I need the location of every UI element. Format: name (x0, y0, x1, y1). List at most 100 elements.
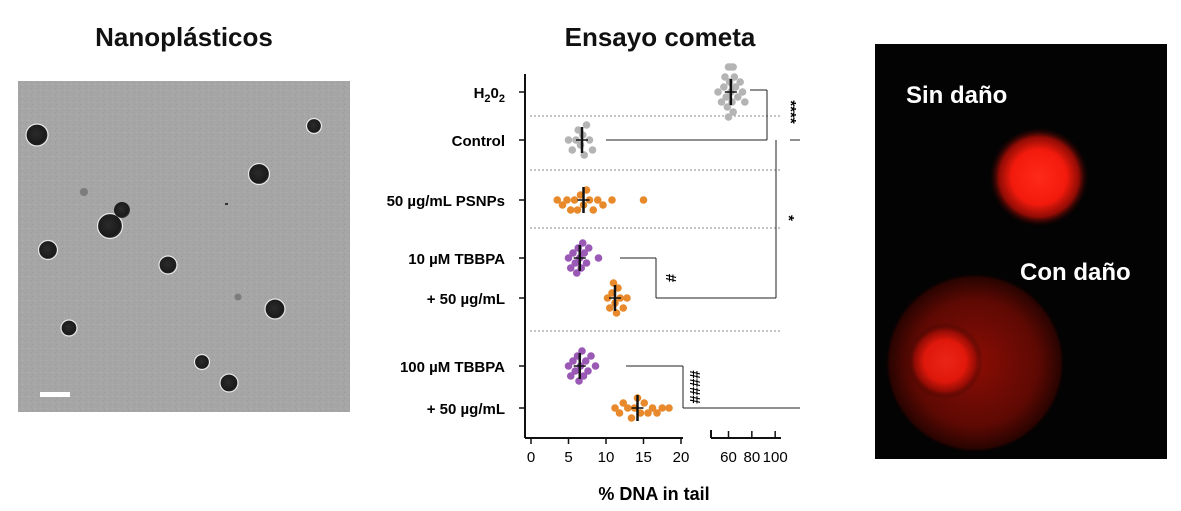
data-point (623, 294, 631, 302)
chart-title: Ensayo cometa (564, 22, 756, 52)
nanoparticle (25, 123, 49, 147)
comet-nuclei (885, 127, 1089, 453)
data-point (571, 367, 580, 375)
data-point (589, 206, 598, 214)
data-point (734, 93, 742, 101)
category-label: + 50 µg/mL (427, 401, 505, 418)
data-point (569, 357, 577, 365)
undamaged-nucleus (989, 127, 1089, 227)
category-label: + 50 µg/mL (427, 291, 505, 308)
data-point (587, 352, 595, 360)
nanoparticle (247, 162, 271, 186)
data-point (714, 88, 722, 96)
data-point (603, 294, 612, 302)
data-point (644, 409, 652, 417)
x-tick-label: 0 (527, 449, 535, 466)
data-point (584, 244, 593, 252)
data-point (615, 409, 624, 417)
x-tick-label: 100 (763, 449, 788, 466)
data-point (568, 146, 577, 154)
data-point (639, 196, 648, 204)
category-label: 10 µM TBBPA (408, 251, 505, 268)
data-point (564, 254, 573, 262)
data-point (608, 196, 616, 204)
data-point (730, 73, 739, 81)
nanoparticle (37, 239, 59, 261)
data-point (578, 239, 587, 247)
damaged-label: Con daño (1020, 259, 1131, 286)
data-point (623, 404, 632, 412)
x-axis-label: % DNA in tail (598, 484, 709, 504)
nanoparticle (158, 255, 178, 275)
data-point (580, 249, 589, 257)
data-point (575, 377, 583, 385)
nanoparticles (25, 117, 323, 393)
data-point (619, 399, 628, 407)
tem-particles (18, 81, 350, 412)
data-point (579, 372, 588, 380)
data-point (736, 78, 744, 86)
data-point (584, 367, 592, 375)
data-point (571, 259, 580, 267)
data-point (588, 146, 597, 154)
x-tick-label: 15 (635, 449, 652, 466)
x-tick-label: 60 (720, 449, 737, 466)
fluorescence-comet-image: Sin daño Con daño (875, 44, 1167, 459)
x-axis: % DNA in tail 0 5 10 15 20 60 80 100 (519, 74, 788, 504)
x-tick-label: 80 (743, 449, 760, 466)
data-point (605, 304, 614, 312)
data-point (578, 347, 586, 355)
significance-mark: **** (782, 100, 799, 124)
undamaged-label: Sin daño (906, 82, 1008, 109)
data-point (731, 83, 740, 91)
data-points (553, 63, 749, 422)
nanoparticle (96, 212, 124, 240)
category-label: Control (452, 133, 505, 150)
significance-annotations: ********##### (606, 89, 800, 409)
data-point (648, 404, 657, 412)
significance-mark: # (662, 274, 679, 283)
data-point (558, 201, 567, 209)
data-point (569, 249, 577, 257)
data-point (593, 196, 602, 204)
data-point (724, 113, 733, 121)
data-point (611, 404, 619, 412)
data-point (563, 196, 571, 204)
nanoparticle (305, 117, 323, 135)
data-point (591, 362, 600, 370)
data-point (564, 362, 573, 370)
data-point (566, 372, 575, 380)
data-point (566, 206, 575, 214)
data-point (585, 136, 594, 144)
data-point (582, 121, 591, 129)
tem-micrograph (18, 81, 350, 412)
data-point (627, 414, 636, 422)
data-point (582, 259, 591, 267)
data-point (619, 304, 628, 312)
nanoparticle (114, 202, 130, 218)
data-point (720, 83, 728, 91)
data-point (738, 88, 747, 96)
nanoparticle (60, 319, 78, 337)
category-rows: H202 Control 50 µg/mL PSNPs 10 µM TBBPA + 50… (387, 85, 780, 418)
tem-panel-title: Nanoplásticos (95, 22, 273, 52)
data-point (599, 201, 607, 209)
data-point (665, 404, 673, 412)
comet-assay-chart: % DNA in tail 0 5 10 15 20 60 80 100 H202 Contro… (387, 63, 800, 504)
scale-bar (40, 392, 70, 397)
data-point (741, 98, 749, 106)
data-point (581, 357, 590, 365)
data-point (609, 279, 618, 287)
data-point (553, 196, 562, 204)
category-label: 100 µM TBBPA (400, 359, 505, 376)
data-point (573, 206, 582, 214)
data-point (722, 93, 730, 101)
x-tick-label: 10 (598, 449, 615, 466)
category-label: H202 (474, 85, 505, 105)
significance-mark: * (780, 215, 797, 221)
nanoparticle (219, 373, 239, 393)
data-point (572, 269, 581, 277)
category-label: 50 µg/mL PSNPs (387, 193, 505, 210)
nanoparticle (193, 353, 211, 371)
x-tick-label: 20 (673, 449, 690, 466)
